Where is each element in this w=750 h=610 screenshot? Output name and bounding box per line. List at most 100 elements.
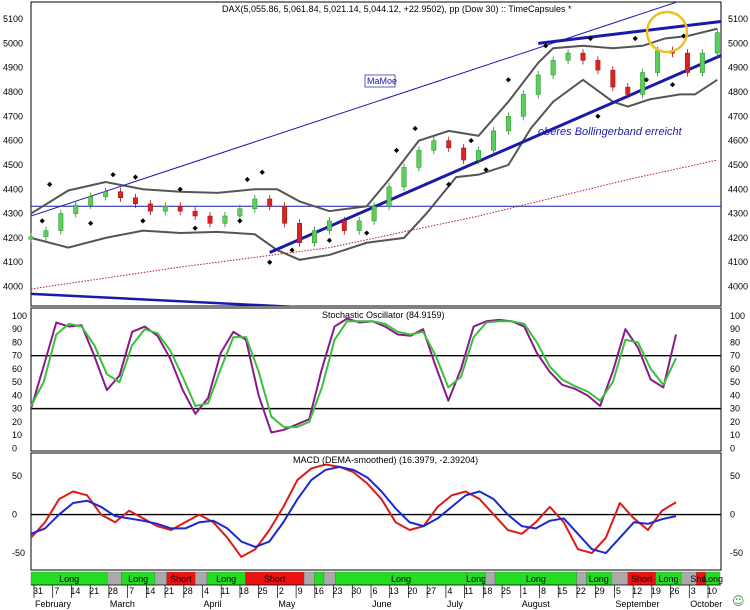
x-day-label: 3 [691, 586, 696, 596]
x-month-label: July [447, 599, 464, 609]
candle-body [476, 150, 482, 161]
candle-body [505, 116, 511, 132]
price-tick-left-4300: 4300 [3, 209, 23, 219]
price-tick-left-4500: 4500 [3, 160, 23, 170]
stochastic-tick-right-10: 10 [730, 430, 740, 440]
signal-segment [610, 571, 628, 586]
macd-series-0 [30, 463, 677, 558]
candle-body [655, 50, 661, 73]
price-tick-right-4000: 4000 [728, 282, 748, 292]
x-month-label: April [204, 599, 222, 609]
candle-body [88, 196, 94, 206]
candle-body [714, 32, 720, 54]
signal-label: Short [264, 574, 286, 584]
signal-dot [681, 33, 687, 39]
x-day-label: 26 [670, 586, 680, 596]
stochastic-grid: 0 0 10 10 20 20 30 30 40 40 50 50 60 60 70 70 80 80 90 90 10… [12, 311, 745, 453]
signal-label: Long [391, 574, 411, 584]
x-day-label: 12 [632, 586, 642, 596]
candle-body [118, 191, 123, 199]
candle-body [699, 52, 705, 73]
price-tick-right-5100: 5100 [728, 14, 748, 24]
x-day-label: 5 [616, 586, 621, 596]
bollinger-upper-band [30, 27, 718, 215]
x-month-label: May [278, 599, 296, 609]
candle-body [565, 52, 571, 61]
stochastic-lines [30, 317, 677, 434]
x-day-label: 14 [70, 586, 80, 596]
x-day-label: 13 [389, 586, 399, 596]
stochastic-series-1 [30, 320, 677, 429]
candle-body [267, 198, 273, 207]
candle-body [356, 220, 362, 231]
x-day-label: 20 [407, 586, 417, 596]
x-day-label: 14 [145, 586, 155, 596]
candle-body [416, 150, 422, 168]
bollinger-lower-band [30, 78, 718, 261]
x-month-label: August [522, 599, 551, 609]
price-tick-right-4600: 4600 [728, 136, 748, 146]
x-day-label: 7 [54, 586, 59, 596]
stochastic-tick-right-70: 70 [730, 351, 740, 361]
price-overlay-lines [30, 2, 721, 306]
candle-body [28, 236, 34, 240]
candle-body [595, 60, 601, 71]
x-axis: 31 7 14 21 28 7 14 21 28 4 11 18 25 2 9 16 23 30 6 13 20 27 4 1… [31, 584, 722, 609]
candle-body [222, 215, 228, 224]
stochastic-title: Stochastic Oscillator (84.9159) [322, 310, 445, 320]
stochastic-tick-right-100: 100 [730, 311, 745, 321]
stochastic-tick-left-90: 90 [12, 324, 22, 334]
signal-dot [364, 230, 370, 236]
x-day-label: 25 [258, 586, 268, 596]
signal-segment [107, 571, 122, 586]
macd-lines [30, 463, 677, 558]
stochastic-panel: 0 0 10 10 20 20 30 30 40 40 50 50 60 60 70 70 80 80 90 90 10… [12, 307, 745, 453]
x-day-label: 23 [333, 586, 343, 596]
stochastic-tick-left-30: 30 [12, 404, 22, 414]
stochastic-tick-left-10: 10 [12, 430, 22, 440]
price-tick-left-4400: 4400 [3, 184, 23, 194]
candle-body [252, 198, 258, 209]
signal-dot [483, 167, 489, 173]
price-tick-right-4200: 4200 [728, 233, 748, 243]
x-day-label: 30 [351, 586, 361, 596]
x-month-label: March [110, 599, 135, 609]
candle-body [237, 208, 243, 217]
resistance-line [538, 19, 721, 45]
price-marks [28, 28, 720, 265]
stochastic-tick-right-90: 90 [730, 324, 740, 334]
candle-body [550, 60, 556, 76]
signal-label: Long [589, 574, 609, 584]
price-tick-left-4000: 4000 [3, 282, 23, 292]
signal-dot [47, 181, 53, 187]
signal-label: Long [659, 574, 679, 584]
stochastic-tick-right-20: 20 [730, 417, 740, 427]
signal-dot [587, 35, 594, 42]
macd-panel: -50 -50 0 0 50 50 MACD (DEMA-smoothed) (16.39… [12, 452, 743, 571]
price-tick-right-4400: 4400 [728, 184, 748, 194]
macd-series-1 [30, 465, 677, 555]
bollinger-annotation: oberes Bollingerband erreicht [538, 126, 683, 138]
x-day-label: 11 [221, 586, 230, 596]
falling-trend-line [31, 292, 302, 306]
macd-grid: -50 -50 0 0 50 50 [12, 471, 743, 558]
x-day-label: 4 [447, 586, 452, 596]
x-day-label: 4 [204, 586, 209, 596]
candle-body [371, 206, 377, 222]
mamoe-label: MaMoe [367, 76, 397, 86]
stochastic-tick-left-60: 60 [12, 364, 22, 374]
candle-body [282, 206, 288, 224]
price-tick-left-4700: 4700 [3, 111, 23, 121]
signal-dot [595, 113, 601, 119]
price-tick-left-4200: 4200 [3, 233, 23, 243]
signal-dot [140, 218, 146, 224]
signal-label: Short [631, 574, 653, 584]
candle-body [535, 74, 541, 95]
x-day-label: 18 [482, 586, 492, 596]
signal-dot [326, 237, 332, 243]
stochastic-tick-left-50: 50 [12, 377, 22, 387]
signal-segment [314, 571, 325, 586]
x-day-label: 15 [557, 586, 567, 596]
smiley-icon: ☺ [732, 594, 745, 608]
candle-body [625, 86, 631, 95]
